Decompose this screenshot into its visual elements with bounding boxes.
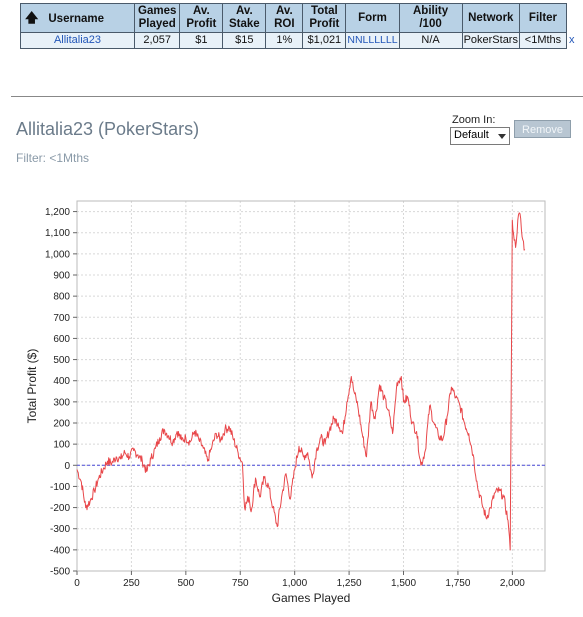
y-tick-label: 900 [53,271,70,282]
table-row: Allitalia23 2,057 $1 $15 1% $1,021 NNLLL… [20,32,577,49]
chart-series [76,212,526,551]
column-av-stake[interactable]: Av. Stake [222,3,267,33]
column-label-line2: ROI [274,18,295,30]
y-tick-label: -200 [50,503,70,514]
column-label-line1: Total [311,5,338,17]
form-link[interactable]: NNLLLLLL [345,32,400,49]
section-divider [11,96,583,97]
cell-ability: N/A [398,32,463,49]
x-tick-label: 1,500 [391,578,416,589]
column-av-roi[interactable]: Av. ROI [265,3,304,33]
column-label-line1: Av. [276,5,293,17]
y-tick-label: -400 [50,545,70,556]
y-tick-label: 400 [53,376,70,387]
plot-background [77,201,545,571]
profit-chart: -500 -400 -300 -200 -100 0 100 200 300 400 500 600 7… [25,200,546,605]
zoom-selected-value: Default [454,129,489,141]
column-label-line1: Games [138,5,177,17]
column-label-line2: Played [138,18,176,30]
x-tick-label: 1,250 [337,578,362,589]
y-tick-label: 300 [53,397,70,408]
cell-games-played: 2,057 [133,32,181,49]
y-tick-label: 0 [64,461,70,472]
x-tick-label: 250 [123,578,140,589]
column-label: Ability /100 [412,5,449,30]
y-tick-label: 800 [53,292,70,303]
column-form[interactable]: Form [345,3,400,33]
cell-av-profit: $1 [179,32,224,49]
column-games-played[interactable]: Games Played [133,3,181,33]
zoom-label: Zoom In: [452,114,496,126]
profit-series-line [76,212,526,551]
x-tick-label: 1,750 [445,578,470,589]
chart-title: Allitalia23 (PokerStars) [16,119,200,139]
table-header-row: 🡅 Username Games Played Av. Profit Av. Stake… [20,3,577,33]
column-label-line1: Av. [236,5,253,17]
y-tick-label: 500 [53,355,70,366]
y-tick-label: -500 [50,567,70,578]
column-av-profit[interactable]: Av. Profit [179,3,224,33]
chevron-down-icon [498,134,506,139]
column-label-line2: Profit [186,18,217,30]
player-username-link[interactable]: Allitalia23 [20,32,135,49]
column-filter[interactable]: Filter [518,3,567,33]
column-label-line2: Stake [229,18,260,30]
column-label-line1: Av. [193,5,210,17]
y-tick-label: 700 [53,313,70,324]
y-tick-label: 600 [53,334,70,345]
x-axis-title: Games Played [272,591,351,605]
sort-up-arrow-icon[interactable]: 🡅 [25,9,39,25]
plot-border [76,200,546,572]
x-tick-label: 750 [232,578,249,589]
column-label: Form [358,11,387,24]
column-username[interactable]: 🡅 Username [20,3,135,33]
remove-button[interactable]: Remove [514,120,571,138]
chart-ticks: -500 -400 -300 -200 -100 0 100 200 300 400 500 600 7… [45,207,525,589]
x-tick-label: 2,000 [500,578,525,589]
column-username-label: Username [48,12,104,25]
column-total-profit[interactable]: Total Profit [302,3,347,33]
y-tick-label: -100 [50,482,70,493]
cell-av-roi: 1% [265,32,304,49]
cell-filter: <1Mths [518,32,567,49]
chart-grid [76,201,545,572]
y-tick-label: 1,000 [45,249,70,260]
y-axis-title: Total Profit ($) [25,349,39,424]
player-stats-table: 🡅 Username Games Played Av. Profit Av. Stake… [20,3,577,49]
chart-axes [76,200,546,572]
x-tick-label: 500 [177,578,194,589]
column-network[interactable]: Network [461,3,520,33]
column-label: Filter [528,11,558,24]
column-label: Network [468,11,514,24]
column-ability[interactable]: Ability /100 [398,3,463,33]
chart-filter-label: Filter: <1Mths [16,151,90,165]
remove-row-link[interactable]: x [568,34,575,46]
y-tick-label: 1,100 [45,228,70,239]
y-tick-label: 200 [53,419,70,430]
column-label-line2: Profit [309,18,340,30]
cell-total-profit: $1,021 [302,32,347,49]
x-tick-label: 1,000 [282,578,307,589]
cell-network: PokerStars [461,32,520,49]
y-tick-label: 1,200 [45,207,70,218]
y-tick-label: -300 [50,524,70,535]
x-tick-label: 0 [74,578,80,589]
cell-av-stake: $15 [222,32,267,49]
y-tick-label: 100 [53,440,70,451]
zoom-select[interactable]: Default [450,127,510,145]
